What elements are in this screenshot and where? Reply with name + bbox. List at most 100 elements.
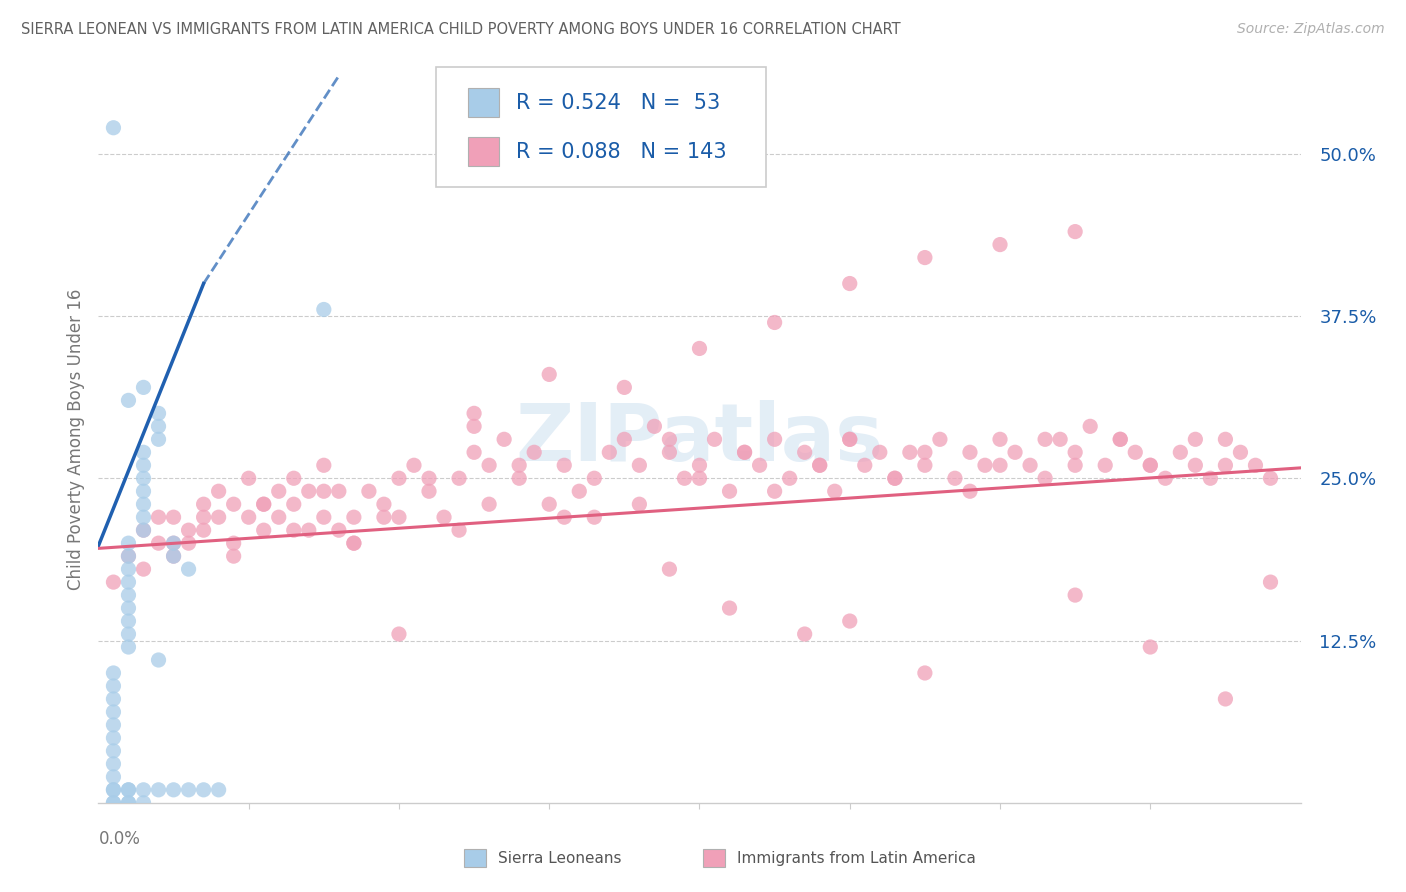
Point xyxy=(388,510,411,524)
Point xyxy=(808,458,831,473)
Point xyxy=(117,782,139,797)
Point xyxy=(703,433,725,447)
Point xyxy=(222,497,245,511)
Point xyxy=(793,445,815,459)
Point xyxy=(463,419,485,434)
Text: R = 0.088   N = 143: R = 0.088 N = 143 xyxy=(516,142,727,161)
Point xyxy=(117,393,139,408)
Point xyxy=(177,523,200,537)
Point xyxy=(132,445,155,459)
Point xyxy=(117,536,139,550)
Point xyxy=(583,471,606,485)
Point xyxy=(1139,458,1161,473)
Point xyxy=(418,471,440,485)
Text: ZIPatlas: ZIPatlas xyxy=(516,401,883,478)
Point xyxy=(162,536,184,550)
Point xyxy=(343,536,366,550)
Point xyxy=(763,484,786,499)
Point xyxy=(1094,458,1116,473)
Point xyxy=(523,445,546,459)
Point xyxy=(988,433,1011,447)
Point xyxy=(162,510,184,524)
Point xyxy=(478,497,501,511)
Point xyxy=(1215,692,1237,706)
Point xyxy=(914,251,936,265)
Point xyxy=(779,471,801,485)
Point xyxy=(824,484,846,499)
Point xyxy=(343,510,366,524)
Point xyxy=(1004,445,1026,459)
Point xyxy=(388,471,411,485)
Point xyxy=(117,588,139,602)
Point xyxy=(238,510,260,524)
Point xyxy=(283,523,305,537)
Point xyxy=(763,433,786,447)
Point xyxy=(898,445,921,459)
Text: 0.0%: 0.0% xyxy=(98,830,141,848)
Point xyxy=(312,302,335,317)
Point xyxy=(1033,433,1056,447)
Point xyxy=(148,782,170,797)
Point xyxy=(658,562,681,576)
Point xyxy=(734,445,756,459)
Point xyxy=(1260,471,1282,485)
Point xyxy=(312,510,335,524)
Point xyxy=(718,601,741,615)
Point xyxy=(883,471,905,485)
Point xyxy=(103,705,125,719)
Point xyxy=(267,484,290,499)
Point xyxy=(1184,458,1206,473)
Point xyxy=(1064,588,1087,602)
Point xyxy=(1033,471,1056,485)
Point xyxy=(148,536,170,550)
Point xyxy=(148,510,170,524)
Point xyxy=(808,458,831,473)
Point xyxy=(162,549,184,563)
Point xyxy=(613,380,636,394)
Point xyxy=(103,120,125,135)
Point xyxy=(117,796,139,810)
Point xyxy=(208,484,231,499)
Point xyxy=(148,419,170,434)
Point xyxy=(1170,445,1192,459)
Point xyxy=(838,433,860,447)
Point xyxy=(598,445,620,459)
Point xyxy=(914,458,936,473)
Point xyxy=(103,744,125,758)
Point xyxy=(103,718,125,732)
Point xyxy=(103,782,125,797)
Point xyxy=(208,510,231,524)
Point xyxy=(267,510,290,524)
Point xyxy=(1199,471,1222,485)
Point xyxy=(508,458,530,473)
Point xyxy=(688,342,710,356)
Point xyxy=(658,445,681,459)
Point xyxy=(673,471,696,485)
Point xyxy=(838,433,860,447)
Point xyxy=(643,419,665,434)
Point xyxy=(238,471,260,485)
Point xyxy=(162,536,184,550)
Point xyxy=(283,471,305,485)
Point xyxy=(117,640,139,654)
Point xyxy=(117,796,139,810)
Point xyxy=(177,536,200,550)
Point xyxy=(914,665,936,680)
Point xyxy=(1064,445,1087,459)
Point xyxy=(357,484,380,499)
Point xyxy=(117,627,139,641)
Point xyxy=(117,614,139,628)
Point xyxy=(117,562,139,576)
Point xyxy=(433,510,456,524)
Point xyxy=(253,497,276,511)
Point xyxy=(312,484,335,499)
Point xyxy=(117,782,139,797)
Point xyxy=(538,497,561,511)
Point xyxy=(1064,458,1087,473)
Point xyxy=(283,497,305,511)
Point xyxy=(298,484,321,499)
Point xyxy=(1109,433,1132,447)
Point xyxy=(688,458,710,473)
Point xyxy=(117,549,139,563)
Point xyxy=(193,523,215,537)
